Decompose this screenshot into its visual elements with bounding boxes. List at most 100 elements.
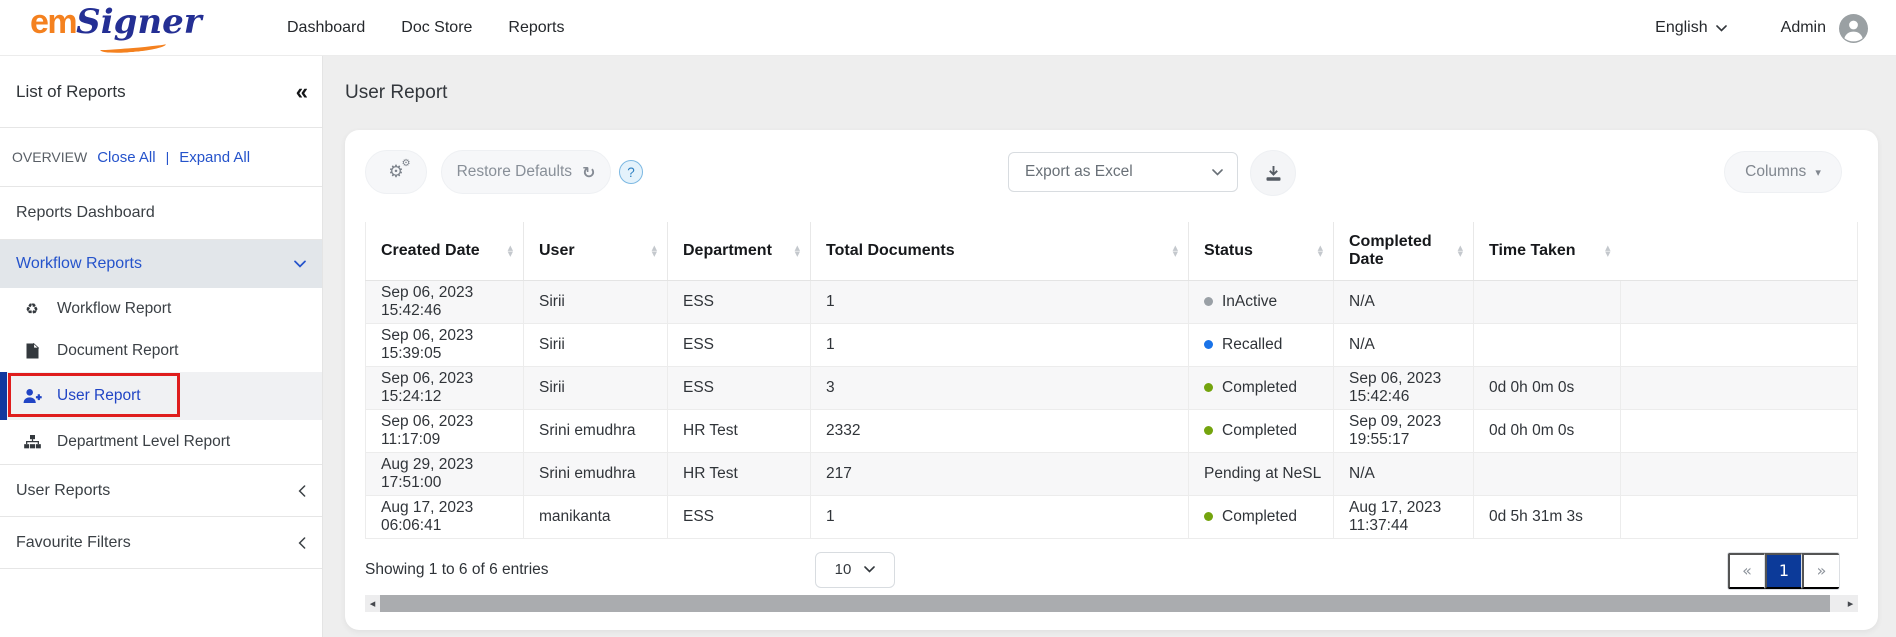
sidebar-item-label: Workflow Reports: [16, 255, 142, 272]
user-report-table: Created Date ▲ ▼ User ▲ ▼ Department ▲ ▼ Total…: [365, 222, 1858, 539]
column-header-total-documents[interactable]: Total Documents ▲ ▼: [810, 222, 1189, 281]
cell-status: InActive: [1188, 279, 1334, 323]
logo-text-signer: Signer: [76, 2, 202, 42]
table-row: Aug 17, 2023 06:06:41 manikanta ESS 1 Co…: [365, 494, 1858, 539]
scroll-left-icon[interactable]: ◂: [369, 596, 376, 610]
expand-all-link[interactable]: Expand All: [179, 148, 251, 166]
sidebar-section-label: User Reports: [16, 481, 111, 499]
nav-item-reports[interactable]: Reports: [508, 19, 565, 36]
scroll-right-icon[interactable]: ▸: [1847, 596, 1854, 610]
scrollbar-thumb[interactable]: [380, 594, 1830, 612]
cell-total-documents: 3: [810, 365, 1189, 409]
nav-item-doc-store[interactable]: Doc Store: [401, 19, 473, 36]
cell-status: Pending at NeSL: [1188, 451, 1334, 495]
sort-icon[interactable]: ▲ ▼: [651, 243, 657, 258]
page-size-select[interactable]: 10: [815, 551, 895, 588]
cell-department: HR Test: [667, 451, 811, 495]
cell-user: Sirii: [523, 279, 668, 323]
cell-user: Srini emudhra: [523, 408, 668, 452]
caret-down-icon: ▾: [1815, 165, 1821, 179]
cell-created-date: Aug 29, 2023 17:51:00: [365, 451, 524, 495]
top-navigation: Dashboard Doc Store Reports: [287, 0, 564, 56]
table-row: Aug 29, 2023 17:51:00 Srini emudhra HR T…: [365, 451, 1858, 495]
sidebar-item-department-level-report[interactable]: Department Level Report: [0, 420, 322, 465]
export-format-select[interactable]: Export as Excel: [1008, 152, 1238, 192]
top-bar: emSigner Dashboard Doc Store Reports Eng…: [0, 0, 1896, 56]
language-selector[interactable]: English: [1655, 19, 1727, 37]
cell-completed-date: N/A: [1333, 279, 1474, 323]
sidebar-title: List of Reports: [16, 81, 126, 101]
emsigner-logo[interactable]: emSigner: [30, 2, 202, 55]
column-header-user[interactable]: User ▲ ▼: [523, 222, 668, 281]
avatar[interactable]: [1839, 13, 1868, 43]
cell-total-documents: 1: [810, 322, 1189, 366]
user-avatar-icon: [1839, 13, 1868, 43]
sidebar-item-user-report[interactable]: User Report: [0, 372, 322, 420]
pagination-next-button[interactable]: »: [1802, 552, 1839, 589]
sidebar: List of Reports « OVERVIEW Close All | E…: [0, 56, 323, 637]
download-export-button[interactable]: [1250, 150, 1296, 196]
cell-completed-date: N/A: [1333, 322, 1474, 366]
cell-status: Completed: [1188, 494, 1334, 539]
sidebar-item-reports-dashboard[interactable]: Reports Dashboard: [0, 187, 322, 240]
sidebar-item-workflow-reports[interactable]: Workflow Reports: [0, 240, 322, 288]
user-plus-icon: [22, 388, 42, 404]
cell-total-documents: 2332: [810, 408, 1189, 452]
sort-icon[interactable]: ▲ ▼: [1317, 243, 1323, 258]
cell-created-date: Sep 06, 2023 15:42:46: [365, 279, 524, 323]
sort-icon[interactable]: ▲ ▼: [1605, 243, 1611, 258]
report-card: ⚙ ⚙ Restore Defaults ↻ ? Export as Excel: [345, 130, 1878, 630]
logo-text-em: em: [30, 3, 78, 41]
status-dot-icon: [1204, 426, 1213, 435]
cell-time-taken: 0d 5h 31m 3s: [1473, 494, 1621, 539]
cell-user: Sirii: [523, 365, 668, 409]
column-header-status[interactable]: Status ▲ ▼: [1188, 222, 1334, 281]
status-dot-icon: [1204, 512, 1213, 521]
column-header-time-taken[interactable]: Time Taken ▲ ▼: [1473, 222, 1621, 281]
cell-user: Srini emudhra: [523, 451, 668, 495]
sort-icon[interactable]: ▲ ▼: [794, 243, 800, 258]
horizontal-scrollbar[interactable]: ◂ ▸: [365, 594, 1858, 612]
entries-summary: Showing 1 to 6 of 6 entries: [365, 560, 549, 578]
column-header-department[interactable]: Department ▲ ▼: [667, 222, 811, 281]
nav-item-dashboard[interactable]: Dashboard: [287, 19, 366, 36]
sort-icon[interactable]: ▲ ▼: [507, 243, 513, 258]
help-button[interactable]: ?: [619, 160, 643, 184]
close-all-link[interactable]: Close All: [97, 148, 156, 166]
cell-total-documents: 1: [810, 279, 1189, 323]
columns-button[interactable]: Columns ▾: [1724, 151, 1842, 193]
sidebar-item-label: User Report: [57, 387, 141, 404]
cell-created-date: Sep 06, 2023 11:17:09: [365, 408, 524, 452]
pagination-prev-button[interactable]: «: [1728, 552, 1765, 589]
cell-department: ESS: [667, 494, 811, 539]
active-item-indicator: [0, 372, 7, 420]
sidebar-section-user-reports[interactable]: User Reports: [0, 465, 322, 517]
document-icon: [22, 343, 42, 359]
sidebar-item-document-report[interactable]: Document Report: [0, 330, 322, 372]
sort-icon[interactable]: ▲ ▼: [1457, 243, 1463, 258]
cell-completed-date: N/A: [1333, 451, 1474, 495]
sidebar-section-favourite-filters[interactable]: Favourite Filters: [0, 517, 322, 569]
status-dot-icon: [1204, 383, 1213, 392]
restore-defaults-button[interactable]: Restore Defaults ↻: [441, 150, 611, 194]
column-header-completed-date[interactable]: Completed Date ▲ ▼: [1333, 222, 1474, 281]
pagination-page-1-button[interactable]: 1: [1765, 552, 1802, 589]
main-content: User Report ⚙ ⚙ Restore Defaults ↻ ? Exp…: [323, 56, 1896, 637]
collapse-sidebar-button[interactable]: «: [295, 78, 308, 104]
gears-icon: ⚙ ⚙: [388, 158, 411, 182]
chevron-left-icon: [298, 536, 306, 549]
cell-created-date: Sep 06, 2023 15:24:12: [365, 365, 524, 409]
table-row: Sep 06, 2023 15:39:05 Sirii ESS 1 Recall…: [365, 322, 1858, 366]
cell-completed-date: Sep 06, 2023 15:42:46: [1333, 365, 1474, 409]
cell-filler: [1620, 408, 1858, 452]
sort-icon[interactable]: ▲ ▼: [1172, 243, 1178, 258]
chevron-down-icon: [294, 260, 306, 268]
settings-button[interactable]: ⚙ ⚙: [365, 150, 427, 194]
refresh-icon: ↻: [582, 162, 596, 182]
annotation-highlight-box: [8, 373, 180, 417]
cell-time-taken: 0d 0h 0m 0s: [1473, 365, 1621, 409]
column-header-created-date[interactable]: Created Date ▲ ▼: [365, 222, 524, 281]
status-dot-icon: [1204, 297, 1213, 306]
sidebar-item-workflow-report[interactable]: ♻ Workflow Report: [0, 288, 322, 330]
cell-status: Recalled: [1188, 322, 1334, 366]
